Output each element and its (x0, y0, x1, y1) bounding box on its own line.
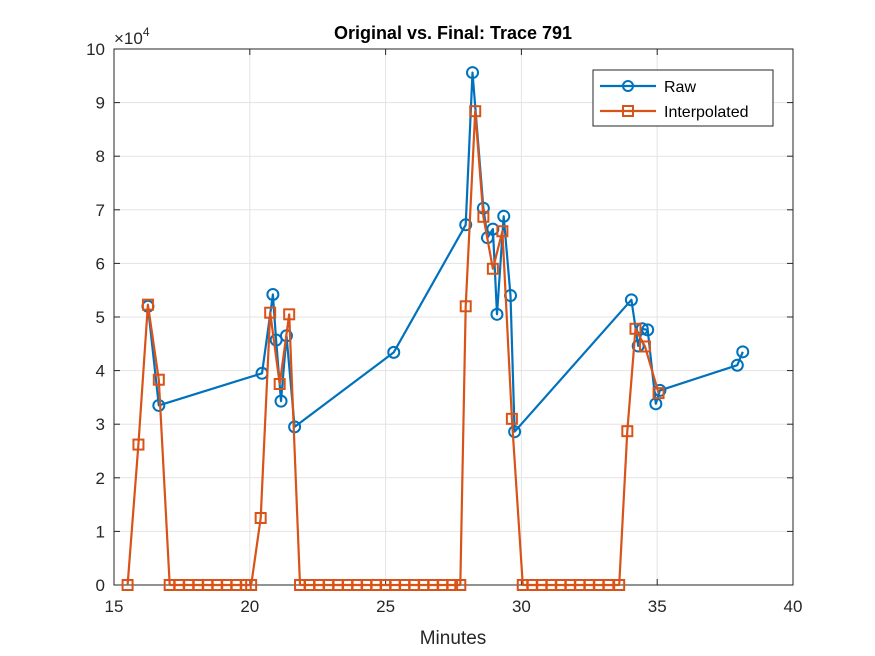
series-raw-point (266, 287, 280, 301)
series-layer (121, 66, 750, 591)
series-raw-point (387, 345, 401, 359)
legend: Raw Interpolated (592, 69, 774, 127)
y-tick-label: 9 (96, 94, 105, 113)
x-tick-label: 25 (376, 597, 395, 616)
series-interpolated-point (446, 579, 459, 591)
series-raw-point (466, 66, 480, 80)
x-tick-label: 30 (512, 597, 531, 616)
x-tick-label: 35 (648, 597, 667, 616)
series-interpolated-point (629, 322, 642, 335)
series-raw-point (736, 345, 750, 359)
y-axis-exponent: ×104 (114, 25, 150, 48)
series-interpolated-point (454, 579, 467, 591)
series-raw-point (459, 218, 473, 232)
series-raw-point (274, 394, 288, 408)
y-tick-label: 7 (96, 201, 105, 220)
y-tick-label: 0 (96, 576, 105, 595)
series-raw-point (508, 425, 522, 439)
y-tick-label: 6 (96, 254, 105, 273)
series-interpolated-point (496, 225, 509, 238)
series-interpolated-point (141, 298, 154, 311)
chart-title: Original vs. Final: Trace 791 (334, 23, 572, 43)
series-interpolated-point (283, 308, 296, 321)
series-raw-point (635, 322, 649, 336)
series-interpolated-point (477, 210, 490, 223)
series-interpolated-point (613, 579, 626, 591)
series-interpolated-point (264, 306, 277, 319)
series-interpolated-point (152, 373, 165, 386)
series-interpolated-point (652, 387, 665, 400)
series-interpolated-point (132, 438, 145, 451)
y-tick-label: 4 (96, 362, 105, 381)
series-interpolated-point (505, 412, 518, 425)
series-raw-point (490, 307, 504, 321)
legend-raw-marker (622, 80, 634, 92)
y-axis-exponent-power: 4 (143, 25, 150, 39)
x-tick-label: 20 (240, 597, 259, 616)
legend-interpolated-marker (622, 105, 634, 117)
legend-raw-label: Raw (664, 79, 696, 96)
x-axis-label: Minutes (420, 628, 487, 649)
y-tick-label: 1 (96, 522, 105, 541)
series-raw-point (641, 323, 655, 337)
y-axis-exponent-base: ×10 (114, 29, 143, 48)
series-raw-point (624, 293, 638, 307)
y-tick-label: 5 (96, 308, 105, 327)
series-interpolated-point (459, 300, 472, 313)
y-tick-label: 10 (86, 40, 105, 59)
grid-lines (113, 48, 794, 586)
series-interpolated-point (486, 262, 499, 275)
series-raw-point (730, 358, 744, 372)
legend-interpolated-label: Interpolated (664, 104, 749, 121)
series-interpolated-point (621, 425, 634, 438)
x-tick-label: 15 (105, 597, 124, 616)
y-tick-label: 2 (96, 469, 105, 488)
series-interpolated-point (254, 512, 267, 524)
axis-ticks: 15 20 25 30 35 40 0 1 2 3 4 5 6 7 8 9 10 (86, 40, 802, 616)
x-tick-label: 40 (784, 597, 803, 616)
y-tick-label: 3 (96, 415, 105, 434)
series-interpolated-line (126, 110, 660, 587)
series-interpolated-point (245, 579, 258, 591)
series-interpolated-point (273, 378, 286, 390)
y-tick-label: 8 (96, 147, 105, 166)
series-interpolated-point (469, 105, 482, 118)
series-raw-point (497, 209, 511, 223)
series-interpolated-point (638, 340, 651, 353)
series-interpolated-point (121, 579, 134, 591)
